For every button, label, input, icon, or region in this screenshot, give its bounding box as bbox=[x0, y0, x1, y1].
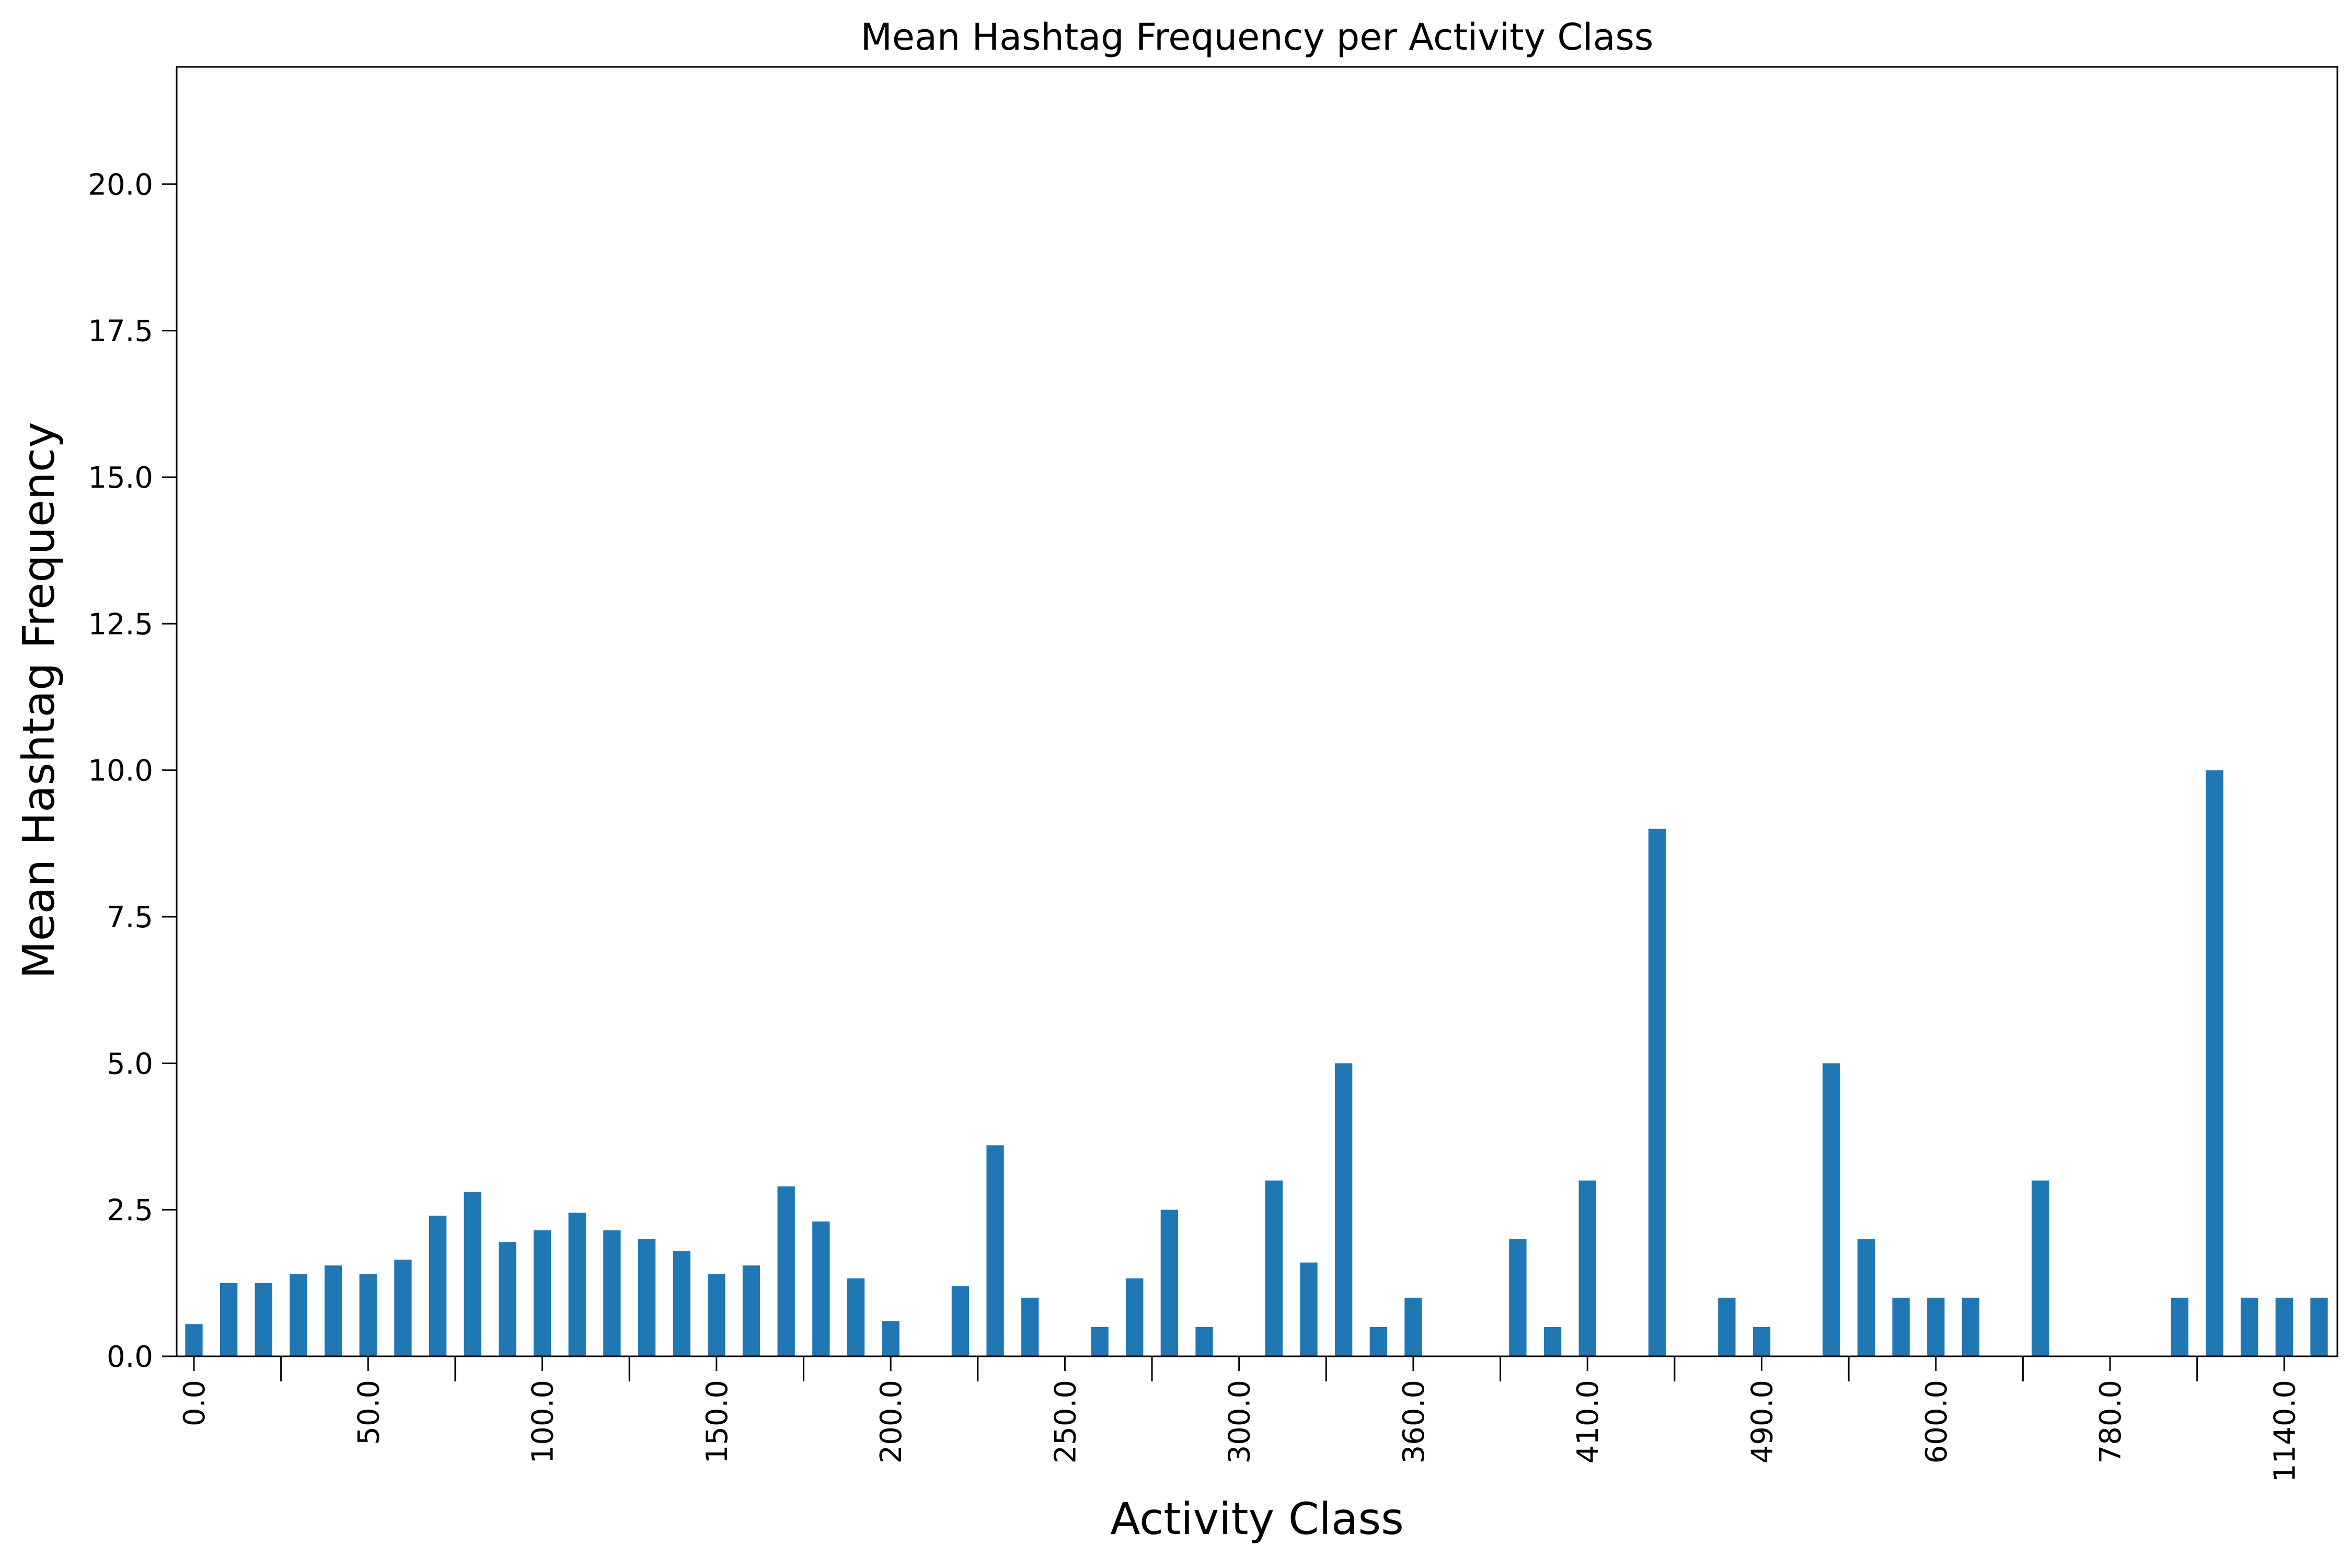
x-tick-label: 1140.0 bbox=[2268, 1380, 2302, 1482]
x-tick-label: 50.0 bbox=[352, 1380, 386, 1445]
bar bbox=[2032, 1180, 2049, 1356]
bar bbox=[1195, 1327, 1213, 1356]
plot-frame bbox=[176, 66, 2338, 1357]
bar bbox=[394, 1259, 412, 1356]
bar bbox=[742, 1265, 760, 1356]
y-tick-label: 0.0 bbox=[107, 1340, 153, 1374]
y-tick-label: 5.0 bbox=[107, 1047, 153, 1081]
bar bbox=[2171, 1297, 2189, 1356]
bar bbox=[568, 1213, 586, 1356]
bar bbox=[1962, 1297, 1980, 1356]
bar bbox=[1300, 1262, 1318, 1356]
bar bbox=[1857, 1239, 1875, 1356]
y-axis-label: Mean Hashtag Frequency bbox=[13, 422, 64, 979]
bar bbox=[1823, 1063, 1840, 1356]
bar bbox=[882, 1321, 900, 1356]
x-tick-label: 780.0 bbox=[2094, 1380, 2128, 1463]
bar bbox=[429, 1215, 447, 1356]
bar bbox=[1091, 1327, 1109, 1356]
bar bbox=[2310, 1297, 2328, 1356]
bar bbox=[1265, 1180, 1283, 1356]
bar bbox=[533, 1230, 551, 1356]
bar bbox=[2275, 1297, 2293, 1356]
x-tick-label: 600.0 bbox=[1920, 1380, 1954, 1463]
x-tick-label: 150.0 bbox=[700, 1380, 734, 1463]
bar bbox=[708, 1274, 725, 1356]
bar bbox=[1126, 1278, 1144, 1356]
y-tick-label: 15.0 bbox=[88, 461, 153, 495]
y-tick-label: 10.0 bbox=[88, 754, 153, 788]
bar bbox=[603, 1230, 621, 1356]
bar bbox=[2241, 1297, 2258, 1356]
bar bbox=[1578, 1180, 1596, 1356]
bar bbox=[1509, 1239, 1527, 1356]
bar bbox=[185, 1324, 203, 1356]
y-tick-label: 2.5 bbox=[107, 1194, 153, 1228]
bar bbox=[1892, 1297, 1910, 1356]
bar bbox=[2206, 770, 2223, 1356]
bar bbox=[1718, 1297, 1736, 1356]
bar bbox=[673, 1251, 690, 1356]
x-tick-label: 100.0 bbox=[526, 1380, 560, 1463]
x-tick-label: 200.0 bbox=[874, 1380, 908, 1463]
bar bbox=[359, 1274, 377, 1356]
bar bbox=[1927, 1297, 1945, 1356]
bar bbox=[464, 1192, 481, 1356]
y-tick-label: 12.5 bbox=[88, 607, 153, 641]
axes-layer: 0.0 2.5 5.0 7.5 10.0 12.5 15.0 17.5 20.0 0.0 50.0 1… bbox=[88, 66, 2338, 1482]
bar bbox=[1021, 1297, 1039, 1356]
x-tick-label: 490.0 bbox=[1746, 1380, 1780, 1463]
bar bbox=[290, 1274, 307, 1356]
bar bbox=[324, 1265, 342, 1356]
bar bbox=[986, 1145, 1004, 1356]
bar bbox=[255, 1283, 272, 1356]
x-tick-label: 300.0 bbox=[1223, 1380, 1257, 1463]
y-tick-label: 20.0 bbox=[88, 168, 153, 202]
bar bbox=[1648, 828, 1666, 1356]
x-tick-label: 360.0 bbox=[1397, 1380, 1431, 1463]
y-tick-label: 17.5 bbox=[88, 315, 153, 349]
bar bbox=[1404, 1297, 1422, 1356]
x-tick-label: 250.0 bbox=[1048, 1380, 1082, 1463]
bar bbox=[220, 1283, 238, 1356]
x-tick-label: 410.0 bbox=[1571, 1380, 1605, 1463]
x-tick-label: 0.0 bbox=[178, 1380, 212, 1426]
bar bbox=[1334, 1063, 1353, 1356]
bar bbox=[1160, 1209, 1179, 1356]
y-tick-label: 7.5 bbox=[107, 901, 153, 935]
bar bbox=[499, 1242, 516, 1356]
bar bbox=[951, 1286, 970, 1356]
bar bbox=[847, 1278, 865, 1356]
bar bbox=[777, 1186, 795, 1356]
bar bbox=[638, 1239, 656, 1356]
chart-title: Mean Hashtag Frequency per Activity Clas… bbox=[861, 16, 1654, 59]
bar bbox=[1753, 1327, 1771, 1356]
x-axis-label: Activity Class bbox=[1110, 1493, 1404, 1544]
bars-layer bbox=[185, 770, 2328, 1356]
bar bbox=[1369, 1327, 1387, 1356]
bar bbox=[812, 1221, 830, 1356]
bar bbox=[1543, 1327, 1562, 1356]
